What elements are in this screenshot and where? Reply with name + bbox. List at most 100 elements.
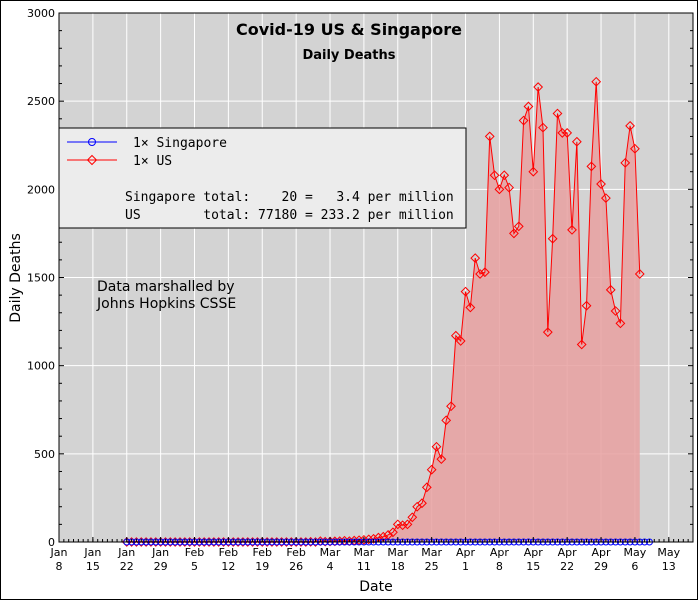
axis-ticks: 050010001500200025003000Jan8Jan15Jan22Ja…: [27, 7, 694, 573]
us-data-point: [634, 269, 645, 279]
us-data-point: [542, 327, 553, 338]
us-data-point: [354, 535, 364, 546]
us-data-point: [489, 170, 500, 181]
x-tick-label-month: Mar: [387, 546, 408, 559]
legend-label-singapore: 1× Singapore: [133, 136, 227, 151]
x-tick-label-day: 8: [496, 560, 503, 573]
us-data-point: [504, 182, 514, 193]
x-tick-label-month: Apr: [558, 546, 578, 559]
us-data-point: [436, 454, 447, 465]
x-tick-label-day: 26: [289, 560, 303, 573]
y-tick-label: 1000: [27, 360, 55, 373]
us-data-point: [610, 306, 621, 316]
x-tick-label-month: Apr: [456, 546, 476, 559]
us-data-point: [562, 128, 573, 138]
us-data-point: [528, 166, 539, 177]
us-data-point: [533, 82, 544, 92]
x-tick-label-month: Jan: [151, 546, 169, 559]
us-data-point: [431, 441, 442, 452]
x-tick-label-month: Feb: [185, 546, 204, 559]
us-data-point: [446, 401, 456, 412]
x-tick-label-month: Mar: [354, 546, 375, 559]
us-data-point: [615, 318, 626, 329]
x-tick-label-day: 12: [221, 560, 235, 573]
us-data-point: [547, 233, 558, 244]
us-data-point: [363, 534, 374, 545]
us-data-point: [591, 76, 602, 87]
us-data-point: [538, 122, 548, 133]
x-tick-label-month: Apr: [524, 546, 544, 559]
x-tick-label-day: 6: [631, 560, 638, 573]
x-tick-label-month: Jan: [83, 546, 101, 559]
x-tick-label-month: Apr: [490, 546, 510, 559]
chart-title: Covid-19 US & Singapore: [236, 20, 462, 39]
x-tick-label-day: 19: [255, 560, 269, 573]
us-data-point: [630, 143, 640, 154]
x-tick-label-day: 11: [357, 560, 371, 573]
legend-swatch-us-marker: [86, 154, 98, 166]
x-tick-label-month: Feb: [286, 546, 305, 559]
y-tick-label: 2500: [27, 95, 55, 108]
y-tick-label: 500: [34, 448, 55, 461]
x-tick-label-day: 29: [594, 560, 608, 573]
us-data-point: [479, 267, 490, 278]
us-data-point: [509, 228, 519, 239]
us-data-point: [523, 101, 534, 112]
x-tick-label-day: 1: [462, 560, 469, 573]
us-data-point: [465, 302, 476, 313]
us-data-point: [358, 534, 369, 545]
us-data-point: [368, 533, 379, 544]
x-tick-label-day: 22: [560, 560, 574, 573]
us-data-point: [518, 115, 529, 126]
us-data-point: [450, 330, 461, 341]
x-tick-label-day: 25: [425, 560, 439, 573]
us-area-fill: [126, 81, 640, 543]
us-data-point: [470, 253, 481, 264]
us-data-point: [407, 512, 418, 523]
legend-summary-us: US total: 77180 = 233.2 per million: [125, 208, 454, 223]
x-tick-label-month: Feb: [253, 546, 272, 559]
x-tick-label-day: 4: [327, 560, 334, 573]
us-data-point: [620, 157, 631, 168]
us-data-point: [426, 464, 437, 475]
legend-summary-singapore: Singapore total: 20 = 3.4 per million: [125, 190, 454, 205]
us-data-point: [475, 269, 485, 279]
us-data-point: [460, 286, 471, 297]
us-data-point: [441, 415, 452, 426]
us-data-point: [484, 131, 495, 142]
us-data-point: [421, 482, 432, 493]
us-data-point: [499, 170, 510, 181]
x-tick-label-day: 8: [56, 560, 63, 573]
us-data-point: [605, 284, 616, 295]
annotation-line-1: Data marshalled by: [97, 279, 235, 295]
y-tick-label: 3000: [27, 7, 55, 20]
us-data-point: [417, 498, 427, 509]
chart-subtitle: Daily Deaths: [302, 48, 395, 63]
x-tick-label-day: 29: [154, 560, 168, 573]
legend: 1× Singapore 1× US Singapore total: 20 =…: [58, 127, 467, 229]
y-tick-label: 0: [48, 536, 55, 549]
us-data-point: [552, 108, 563, 119]
annotation-line-2: Johns Hopkins CSSE: [96, 296, 236, 312]
x-tick-label-month: Mar: [320, 546, 341, 559]
x-tick-label-month: May: [657, 546, 680, 559]
us-data-point: [571, 136, 582, 147]
legend-box: [58, 127, 467, 229]
source-annotation: Data marshalled by Johns Hopkins CSSE: [96, 279, 236, 312]
us-area: [126, 81, 640, 543]
us-data-point: [576, 339, 587, 350]
us-data-point: [388, 527, 398, 538]
x-tick-label-month: Mar: [421, 546, 442, 559]
us-data-point: [397, 520, 408, 531]
us-data-point: [455, 336, 466, 346]
x-tick-label-day: 5: [191, 560, 198, 573]
x-tick-label-day: 15: [526, 560, 540, 573]
x-tick-label-month: Jan: [117, 546, 135, 559]
us-data-point: [586, 161, 597, 172]
x-axis-label: Date: [359, 579, 392, 595]
y-axis-label: Daily Deaths: [8, 233, 24, 323]
us-data-point: [513, 221, 524, 232]
y-tick-label: 2000: [27, 183, 55, 196]
